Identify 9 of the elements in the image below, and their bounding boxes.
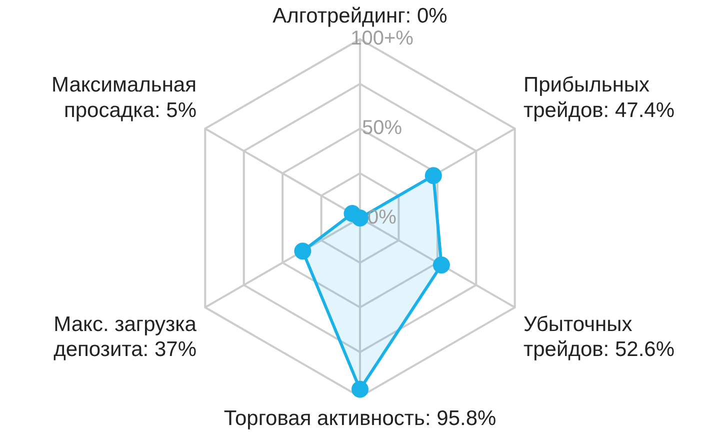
spoke-label: Макс. загрузка депозита: 37% [54, 312, 197, 361]
spoke-label: Прибыльных трейдов: 47.4% [524, 74, 675, 122]
spoke-label: Алготрейдинг: 0% [272, 4, 448, 28]
y-tick-label: 0% [368, 206, 397, 229]
y-tick-label: 100+% [350, 28, 414, 50]
y-tick-label: 50% [362, 117, 402, 140]
spoke-label: Убыточных трейдов: 52.6% [524, 312, 675, 361]
spoke-label: Торговая активность: 95.8% [224, 407, 496, 430]
spoke-label: Максимальная просадка: 5% [51, 74, 196, 122]
